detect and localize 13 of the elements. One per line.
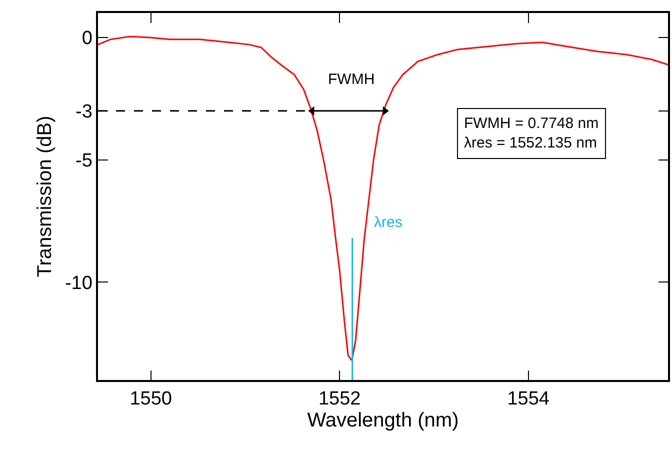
- x-tick-label: 1552: [318, 388, 361, 410]
- x-tick-label: 1554: [507, 388, 550, 410]
- annotation: FWMH: [328, 71, 375, 88]
- y-tick-label: -5: [76, 150, 92, 172]
- y-tick-label: -3: [76, 102, 92, 123]
- line-series: [98, 36, 668, 362]
- y-tick-label: -10: [64, 272, 92, 294]
- x-tick-label: 1550: [130, 388, 172, 410]
- x-axis-title: Wavelength (nm): [307, 410, 459, 432]
- annotation: FWMH = 0.7748 nm λres = 1552.135 nm: [464, 115, 599, 152]
- y-axis-title: Transmission (dB): [34, 116, 56, 278]
- y-tick-label: 0: [82, 28, 92, 50]
- annotation: λres: [374, 214, 402, 231]
